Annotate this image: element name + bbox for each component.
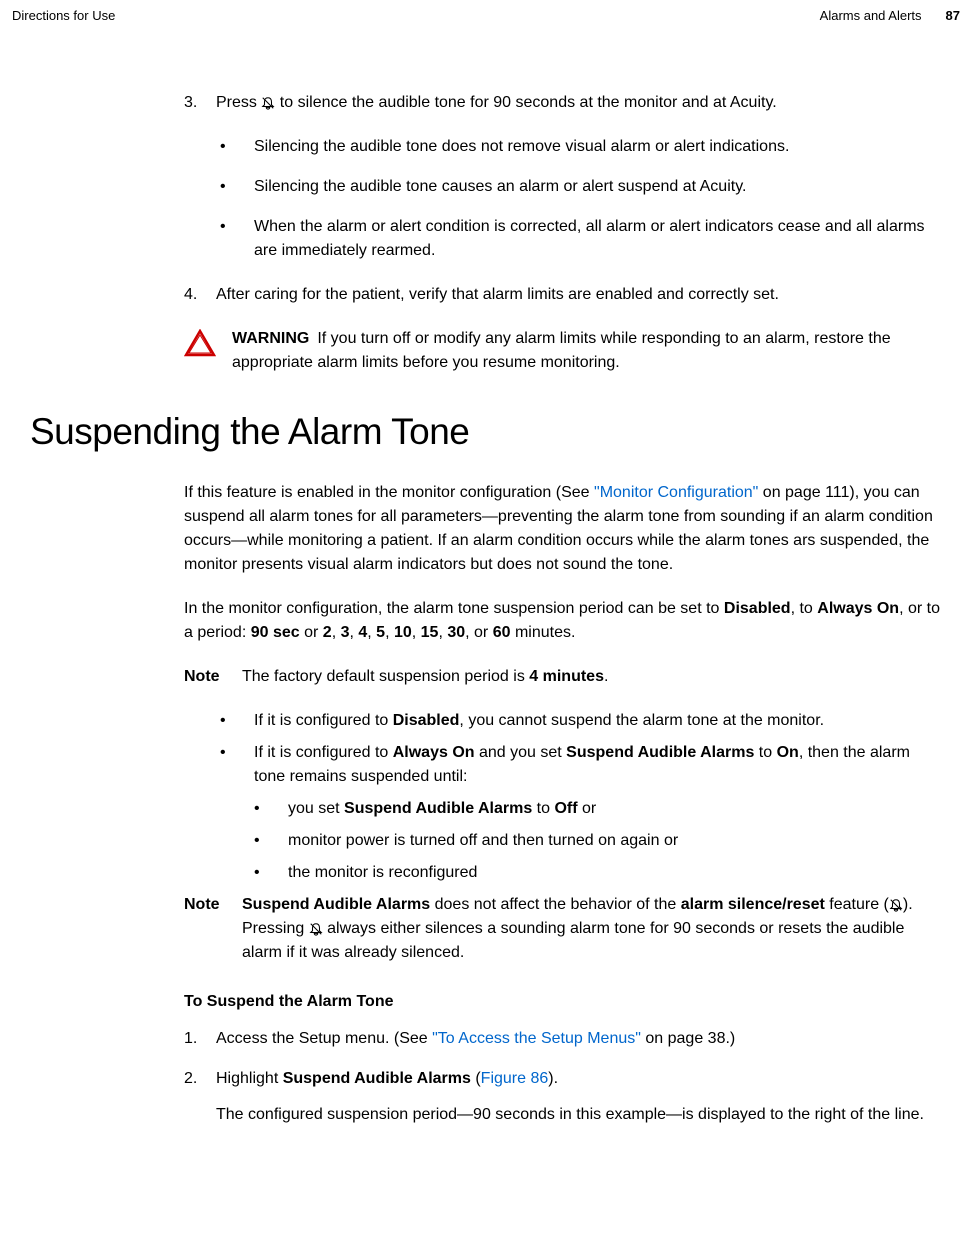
paragraph-2: In the monitor configuration, the alarm … xyxy=(184,597,942,645)
warning-triangle-icon xyxy=(184,329,216,357)
nested-bullet-1: you set Suspend Audible Alarms to Off or xyxy=(254,797,942,821)
note-2-label: Note xyxy=(184,893,226,965)
proc-step-2-num: 2. xyxy=(184,1067,216,1091)
step-3: 3. Press to silence the audible tone for… xyxy=(184,91,942,115)
warning-label: WARNING xyxy=(232,330,309,347)
header-right: Alarms and Alerts 87 xyxy=(820,8,960,23)
setup-menus-link[interactable]: "To Access the Setup Menus" xyxy=(432,1030,641,1047)
nested-bullet-2: monitor power is turned off and then tur… xyxy=(254,829,942,853)
section-heading: Suspending the Alarm Tone xyxy=(30,411,942,453)
step-3-bullet-2: Silencing the audible tone causes an ala… xyxy=(220,175,942,199)
step-3-bullets: Silencing the audible tone does not remo… xyxy=(220,135,942,263)
proc-step-1-num: 1. xyxy=(184,1027,216,1051)
header-left: Directions for Use xyxy=(12,8,115,23)
page-header: Directions for Use Alarms and Alerts 87 xyxy=(0,0,972,31)
note-1: Note The factory default suspension peri… xyxy=(184,665,942,689)
step-3-bullet-1: Silencing the audible tone does not remo… xyxy=(220,135,942,159)
page-content: 3. Press to silence the audible tone for… xyxy=(0,31,972,1173)
header-section: Alarms and Alerts xyxy=(820,8,922,23)
bell-silence-icon xyxy=(309,922,323,936)
step-3-bullet-3: When the alarm or alert condition is cor… xyxy=(220,215,942,263)
note-1-text: The factory default suspension period is… xyxy=(242,665,608,689)
paragraph-1: If this feature is enabled in the monito… xyxy=(184,481,942,577)
nested-bullets: you set Suspend Audible Alarms to Off or… xyxy=(254,797,942,885)
config-bullet-2: If it is configured to Always On and you… xyxy=(220,741,942,789)
warning-block: WARNINGIf you turn off or modify any ala… xyxy=(184,327,942,375)
config-bullet-1: If it is configured to Disabled, you can… xyxy=(220,709,942,733)
step-3-text: Press to silence the audible tone for 90… xyxy=(216,91,777,115)
procedure-step-2: 2. Highlight Suspend Audible Alarms (Fig… xyxy=(184,1067,942,1127)
step-4-text: After caring for the patient, verify tha… xyxy=(216,283,779,307)
bell-silence-icon xyxy=(261,96,275,110)
figure-86-link[interactable]: Figure 86 xyxy=(481,1070,549,1087)
proc-step-2-body: The configured suspension period—90 seco… xyxy=(216,1103,942,1127)
step-4-number: 4. xyxy=(184,283,216,307)
warning-text: WARNINGIf you turn off or modify any ala… xyxy=(232,327,942,375)
note-2-text: Suspend Audible Alarms does not affect t… xyxy=(242,893,942,965)
procedure-step-1: 1. Access the Setup menu. (See "To Acces… xyxy=(184,1027,942,1051)
proc-step-1-text: Access the Setup menu. (See "To Access t… xyxy=(216,1027,735,1051)
note-2: Note Suspend Audible Alarms does not aff… xyxy=(184,893,942,965)
config-bullets: If it is configured to Disabled, you can… xyxy=(220,709,942,885)
step-4: 4. After caring for the patient, verify … xyxy=(184,283,942,307)
nested-bullet-3: the monitor is reconfigured xyxy=(254,861,942,885)
page-number: 87 xyxy=(946,8,960,23)
subheading: To Suspend the Alarm Tone xyxy=(184,993,942,1011)
monitor-config-link[interactable]: "Monitor Configuration" xyxy=(594,484,758,501)
config-bullet-2-nested: you set Suspend Audible Alarms to Off or… xyxy=(220,797,942,885)
step-3-number: 3. xyxy=(184,91,216,115)
proc-step-2-text: Highlight Suspend Audible Alarms (Figure… xyxy=(216,1067,558,1091)
note-1-label: Note xyxy=(184,665,226,689)
bell-silence-icon xyxy=(889,898,903,912)
